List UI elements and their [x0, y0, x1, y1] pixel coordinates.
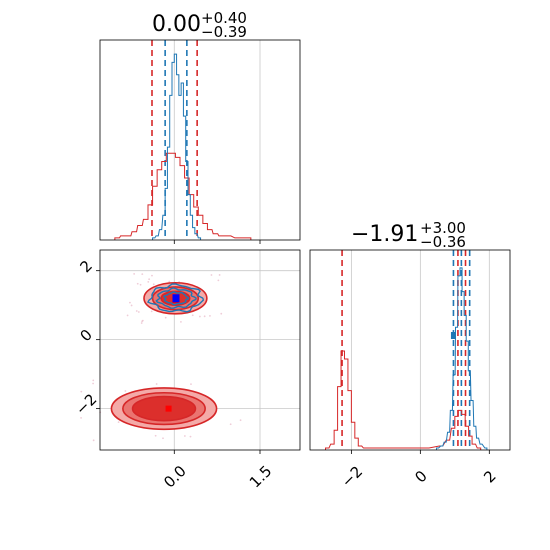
scatter-point [150, 310, 153, 313]
scatter-point [229, 423, 232, 426]
x-tick-label: −2 [338, 463, 366, 491]
scatter-point [220, 312, 223, 315]
y-axis-ticks: −2 0 2 [72, 257, 100, 419]
blue-histogram [152, 53, 202, 240]
title-param-0-plus: +0.40 [201, 9, 247, 27]
scatter-point [126, 314, 129, 317]
title-param-0-value: 0.00 [152, 12, 201, 37]
x-axis-ticks: −2 0 2 [338, 450, 500, 491]
scatter-point [239, 419, 242, 422]
scatter-point [217, 279, 220, 282]
scatter-point [117, 421, 120, 424]
scatter-point [130, 304, 133, 307]
contour-panel: −2 0 2 0.0 1.5 [72, 249, 301, 492]
x-tick-label: 0 [411, 467, 430, 486]
scatter-point [135, 310, 138, 312]
red-histogram [325, 350, 482, 450]
panel-frame [99, 249, 301, 451]
x-axis-ticks: 0.0 1.5 [160, 450, 276, 492]
scatter-point [133, 273, 136, 275]
scatter-point [129, 301, 131, 304]
panel-frame [309, 249, 511, 451]
scatter-point [151, 274, 153, 277]
scatter-point [92, 382, 95, 385]
scatter-point [136, 282, 139, 285]
scatter-point [140, 322, 143, 324]
red-histogram [114, 152, 252, 240]
scatter-point [162, 437, 164, 440]
blue-contour-level [155, 287, 197, 309]
scatter-point [80, 417, 82, 419]
scatter-point [180, 321, 182, 323]
scatter-point [92, 379, 95, 382]
red-contour-level [131, 395, 197, 422]
scatter-point [139, 283, 142, 286]
blue-contours [147, 283, 205, 313]
scatter-point [191, 314, 194, 317]
scatter-point [190, 383, 192, 386]
scatter-point [209, 314, 211, 317]
scatter-point [141, 320, 144, 323]
scatter-point [137, 311, 140, 313]
panel-frame [99, 39, 301, 241]
scatter-point [164, 316, 167, 319]
x-tick-label: 0.0 [160, 462, 190, 492]
scatter-point [154, 434, 157, 437]
grid-lines [173, 40, 261, 244]
scatter-point [148, 278, 151, 281]
scatter-point [168, 280, 171, 283]
scatter-point [147, 280, 150, 283]
y-tick-label: −2 [72, 390, 100, 418]
scatter-point [198, 315, 201, 318]
scatter-point [152, 283, 155, 286]
scatter-point [141, 273, 144, 276]
title-param-1-plus: +3.00 [420, 219, 466, 237]
blue-mode-marker [172, 294, 180, 303]
scatter-point [189, 435, 192, 438]
title-param-1: −1.91 [351, 222, 418, 247]
blue-mode-marker [450, 332, 456, 339]
y-tick-label: 2 [77, 257, 96, 276]
title-param-0-minus: −0.39 [201, 23, 247, 41]
title-param-1-minus: −0.36 [420, 233, 466, 251]
scatter-point [183, 435, 186, 437]
scatter-point [80, 390, 83, 393]
x-tick-label: 2 [480, 467, 499, 486]
blue-contour-level [147, 283, 205, 313]
scatter-point [203, 315, 206, 318]
mode-markers [165, 294, 180, 412]
quantile-lines [151, 40, 198, 240]
y-tick-label: 0 [77, 326, 96, 345]
scatter-point [124, 390, 127, 392]
scatter-point [155, 383, 158, 385]
title-param-1-value: −1.91 [351, 222, 418, 247]
scatter-point [210, 274, 213, 276]
title-param-0: 0.00 [152, 12, 201, 37]
red-mode-marker [165, 405, 172, 412]
histogram-panel-param-0 [99, 39, 301, 244]
x-tick-label: 1.5 [246, 462, 276, 492]
histogram-panel-param-1: −2 0 2 [309, 249, 511, 491]
scatter-point [92, 439, 95, 442]
scatter-point [218, 274, 221, 276]
blue-contour-level [162, 291, 190, 306]
blue-histogram [436, 267, 488, 450]
